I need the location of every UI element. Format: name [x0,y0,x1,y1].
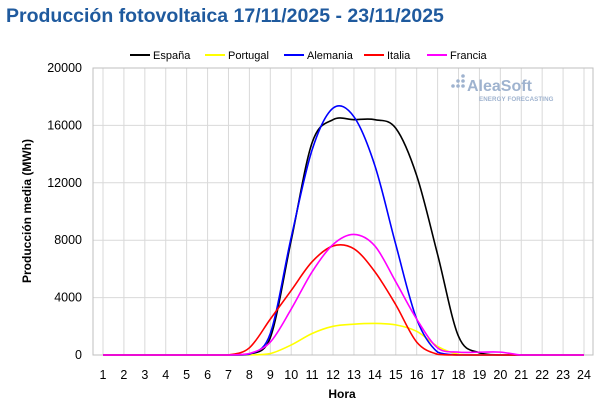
x-tick-label: 4 [162,368,169,382]
x-tick-label: 15 [389,368,403,382]
x-tick-label: 19 [472,368,486,382]
x-tick-label: 2 [120,368,127,382]
x-tick-label: 7 [225,368,232,382]
x-tick-label: 17 [431,368,445,382]
x-tick-label: 16 [410,368,424,382]
x-tick-label: 11 [306,368,319,382]
logo-dots-icon [451,74,465,88]
y-tick-label: 0 [75,348,82,362]
legend-label-portugal: Portugal [228,50,269,62]
x-tick-label: 3 [141,368,148,382]
series-line-alemania [103,105,584,356]
legend-label-italia: Italia [387,50,411,62]
grid [93,67,593,356]
x-tick-label: 24 [577,368,591,382]
series-lines [103,105,584,356]
y-axis-ticks: 0 4000 8000 12000 16000 20000 [47,61,82,362]
x-tick-label: 21 [514,368,528,382]
x-axis-ticks: 1 2 3 4 5 6 7 8 9 10 11 12 13 14 15 16 17 18 19 20 21 22 23 24 [100,368,591,382]
y-tick-label: 20000 [47,61,82,75]
y-tick-label: 12000 [47,176,82,190]
series-line-portugal [103,322,584,356]
logo-name: AleaSoft [467,78,533,95]
legend-label-francia: Francia [450,50,488,62]
x-tick-label: 9 [267,368,274,382]
x-tick-label: 1 [100,368,107,382]
legend-label-alemania: Alemania [307,50,354,62]
logo-tagline: ENERGY FORECASTING [479,96,554,103]
x-axis-label: Hora [328,387,356,401]
series-line-francia [103,233,584,356]
x-tick-label: 8 [246,368,253,382]
x-tick-label: 20 [493,368,507,382]
plot-frame [92,67,594,356]
legend: España Portugal Alemania Italia Francia [130,50,488,62]
aleasoft-logo: AleaSoft ENERGY FORECASTING [451,74,554,103]
x-tick-label: 6 [204,368,211,382]
legend-label-españa: España [153,50,191,62]
x-tick-label: 12 [326,368,340,382]
x-tick-label: 10 [284,368,298,382]
x-tick-label: 14 [368,368,382,382]
y-tick-label: 16000 [47,118,82,132]
chart-title: Producción fotovoltaica 17/11/2025 - 23/… [6,5,444,27]
x-tick-label: 13 [347,368,361,382]
x-tick-label: 18 [452,368,466,382]
y-axis-label: Producción media (MWh) [20,139,34,283]
y-tick-label: 8000 [54,233,82,247]
x-tick-label: 23 [556,368,570,382]
x-tick-label: 5 [183,368,190,382]
plot-border [92,67,594,356]
x-tick-label: 22 [535,368,549,382]
series-line-italia [103,243,584,356]
y-tick-label: 4000 [54,291,82,305]
